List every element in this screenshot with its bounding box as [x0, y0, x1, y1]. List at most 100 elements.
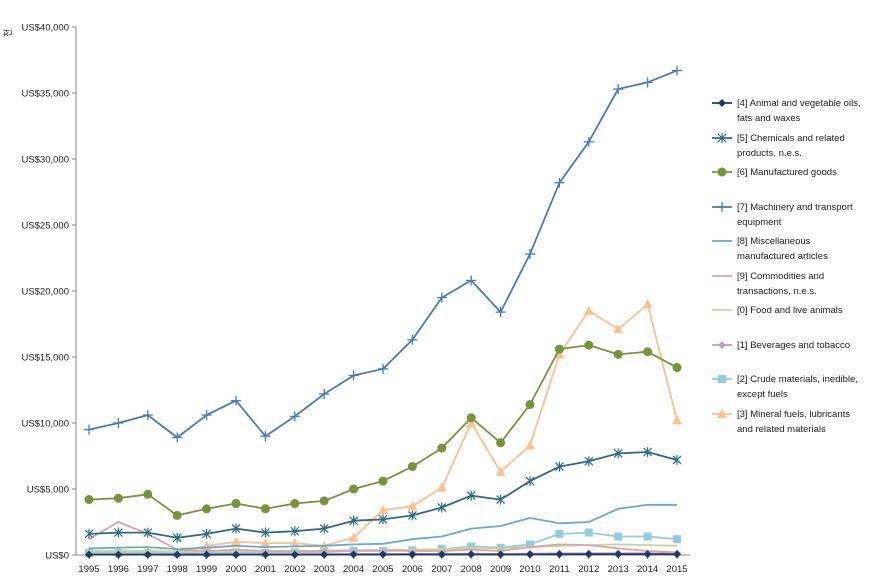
- data-point: [642, 299, 653, 309]
- y-tick-label: US$30,000: [21, 155, 69, 166]
- data-point: [613, 349, 623, 359]
- data-point: [407, 501, 418, 511]
- legend-label: [5] Chemicals and related products, n.e.…: [737, 132, 845, 159]
- legend-item: [4] Animal and vegetable oils, fats and …: [712, 96, 870, 126]
- x-tick-label: 2009: [490, 564, 511, 575]
- data-point: [496, 438, 506, 448]
- data-point: [231, 395, 241, 406]
- data-point: [290, 499, 300, 509]
- data-point: [496, 494, 506, 505]
- data-point: [495, 466, 506, 476]
- data-point: [467, 542, 476, 551]
- data-point: [143, 527, 153, 538]
- x-tick-label: 1996: [108, 564, 129, 575]
- data-point: [290, 526, 300, 537]
- data-point: [349, 550, 358, 559]
- legend-item: [8] Miscellaneous manufactured articles: [712, 234, 870, 264]
- y-unit-label: 천: [3, 29, 13, 37]
- legend-marker: [717, 167, 727, 177]
- data-point: [466, 490, 476, 501]
- data-point: [231, 523, 241, 534]
- data-point: [614, 532, 623, 541]
- series-4: [88, 503, 677, 550]
- legend-swatch: [712, 201, 732, 212]
- data-point: [407, 462, 417, 472]
- y-axis-ticks: US$0 US$5,000 US$10,000 US$15,000 US$20,000 U…: [21, 23, 76, 562]
- x-tick-label: 2000: [225, 564, 246, 575]
- series-layer: [84, 65, 682, 559]
- data-point: [584, 340, 594, 350]
- data-point: [554, 461, 564, 472]
- series-line: [88, 503, 677, 550]
- data-point: [202, 528, 212, 539]
- data-point: [584, 456, 594, 467]
- data-point: [466, 418, 477, 427]
- legend-item: [0] Food and live animals: [712, 303, 870, 318]
- data-point: [378, 363, 388, 374]
- data-point: [614, 550, 623, 559]
- data-point: [643, 532, 652, 541]
- data-point: [496, 550, 505, 559]
- data-point: [495, 307, 506, 318]
- data-point: [466, 413, 476, 423]
- x-tick-label: 2006: [402, 564, 423, 575]
- data-point: [319, 496, 329, 506]
- data-point: [349, 484, 359, 494]
- data-point: [407, 510, 417, 521]
- x-tick-label: 2014: [637, 564, 658, 575]
- data-point: [525, 476, 535, 487]
- series-3: [84, 65, 682, 443]
- data-point: [84, 424, 94, 435]
- data-point: [672, 454, 682, 465]
- data-point: [143, 489, 153, 499]
- data-point: [261, 550, 270, 559]
- data-point: [643, 447, 653, 458]
- data-point: [113, 493, 123, 503]
- data-point: [349, 515, 359, 526]
- y-tick-label: US$5,000: [27, 485, 69, 496]
- data-point: [348, 370, 359, 381]
- data-point: [525, 249, 535, 260]
- data-point: [407, 334, 418, 345]
- x-tick-label: 2013: [608, 564, 629, 575]
- data-point: [583, 305, 594, 315]
- data-point: [172, 532, 182, 543]
- data-point: [672, 363, 682, 373]
- y-tick-label: US$15,000: [21, 353, 69, 364]
- data-point: [613, 324, 624, 334]
- data-point: [348, 532, 359, 542]
- x-tick-label: 2005: [372, 564, 393, 575]
- data-point: [554, 177, 565, 188]
- data-point: [260, 527, 270, 538]
- data-point: [642, 77, 653, 88]
- data-point: [437, 443, 447, 453]
- data-point: [143, 550, 152, 559]
- data-point: [554, 344, 564, 354]
- data-point: [613, 448, 623, 459]
- data-point: [643, 550, 652, 559]
- legend-label: [9] Commodities and transactions, n.e.s.: [737, 270, 825, 297]
- legend-item: [3] Mineral fuels, lubricants and relate…: [712, 407, 870, 437]
- data-point: [526, 550, 534, 559]
- x-tick-label: 1997: [137, 564, 158, 575]
- x-tick-label: 2004: [343, 564, 364, 575]
- data-point: [554, 349, 565, 359]
- legend-label: [3] Mineral fuels, lubricants and relate…: [737, 408, 850, 435]
- data-point: [260, 538, 271, 548]
- data-point: [114, 550, 123, 559]
- data-point: [436, 292, 447, 303]
- data-point: [378, 514, 388, 525]
- data-point: [643, 347, 653, 357]
- legend-item: [6] Manufactured goods: [712, 165, 870, 180]
- legend-swatch: [712, 408, 732, 418]
- legend-swatch: [712, 340, 732, 349]
- data-point: [378, 505, 388, 515]
- data-point: [231, 499, 241, 509]
- y-tick-label: US$40,000: [21, 23, 69, 34]
- series-5: [88, 521, 678, 554]
- legend-marker: [717, 408, 727, 418]
- data-point: [555, 529, 564, 538]
- data-point: [260, 504, 270, 514]
- data-point: [289, 538, 300, 548]
- data-point: [289, 411, 300, 422]
